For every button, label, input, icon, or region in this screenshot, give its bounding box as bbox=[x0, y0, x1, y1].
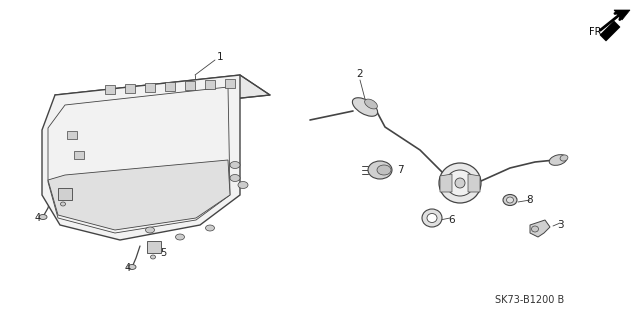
Text: 8: 8 bbox=[527, 195, 533, 205]
Polygon shape bbox=[67, 131, 77, 139]
Polygon shape bbox=[48, 160, 230, 230]
Ellipse shape bbox=[39, 214, 47, 219]
Polygon shape bbox=[125, 84, 135, 93]
Polygon shape bbox=[468, 174, 480, 192]
Text: SK73-B1200 B: SK73-B1200 B bbox=[495, 295, 564, 305]
Ellipse shape bbox=[230, 161, 240, 168]
Ellipse shape bbox=[368, 161, 392, 179]
Text: 2: 2 bbox=[356, 69, 364, 79]
Ellipse shape bbox=[531, 226, 538, 232]
Polygon shape bbox=[600, 21, 620, 41]
Text: 7: 7 bbox=[397, 165, 403, 175]
Text: 1: 1 bbox=[217, 52, 223, 62]
Ellipse shape bbox=[238, 182, 248, 189]
Polygon shape bbox=[145, 83, 155, 92]
Ellipse shape bbox=[353, 98, 378, 116]
Ellipse shape bbox=[455, 178, 465, 188]
Polygon shape bbox=[147, 241, 161, 253]
Polygon shape bbox=[105, 85, 115, 94]
Ellipse shape bbox=[422, 209, 442, 227]
Polygon shape bbox=[530, 220, 550, 237]
Text: FR.: FR. bbox=[589, 27, 605, 37]
Ellipse shape bbox=[549, 155, 567, 165]
Ellipse shape bbox=[503, 195, 517, 205]
Polygon shape bbox=[225, 79, 235, 88]
Ellipse shape bbox=[427, 213, 437, 222]
Polygon shape bbox=[440, 174, 452, 192]
Text: 4: 4 bbox=[35, 213, 41, 223]
Text: 4: 4 bbox=[125, 263, 131, 273]
Ellipse shape bbox=[61, 202, 65, 206]
Ellipse shape bbox=[145, 227, 154, 233]
Text: 5: 5 bbox=[160, 248, 166, 258]
Polygon shape bbox=[74, 151, 84, 159]
Text: 6: 6 bbox=[449, 215, 455, 225]
Polygon shape bbox=[55, 75, 270, 115]
Ellipse shape bbox=[446, 170, 474, 196]
Ellipse shape bbox=[230, 174, 240, 182]
Text: 3: 3 bbox=[557, 220, 563, 230]
Polygon shape bbox=[185, 81, 195, 90]
Ellipse shape bbox=[439, 163, 481, 203]
Ellipse shape bbox=[150, 255, 156, 259]
Ellipse shape bbox=[377, 165, 391, 175]
Text: 5: 5 bbox=[70, 195, 76, 205]
Ellipse shape bbox=[560, 155, 568, 161]
Polygon shape bbox=[205, 80, 215, 89]
Ellipse shape bbox=[365, 99, 378, 109]
Polygon shape bbox=[165, 82, 175, 91]
Ellipse shape bbox=[175, 234, 184, 240]
Ellipse shape bbox=[205, 225, 214, 231]
Polygon shape bbox=[42, 75, 240, 240]
Ellipse shape bbox=[506, 197, 513, 203]
Ellipse shape bbox=[128, 264, 136, 270]
Polygon shape bbox=[58, 188, 72, 200]
Polygon shape bbox=[614, 10, 630, 20]
